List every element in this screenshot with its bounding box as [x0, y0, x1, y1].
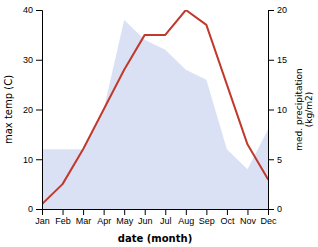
tick-label: Jun	[138, 216, 153, 226]
y-axis: 0 10 20 30 40	[23, 5, 43, 214]
tick-mark	[268, 10, 274, 11]
tick: Apr	[97, 209, 111, 226]
tick-mark	[268, 209, 274, 210]
tick-label: Dec	[260, 216, 277, 226]
tick-label: 0	[277, 204, 282, 214]
tick-mark	[268, 159, 274, 160]
tick: Oct	[220, 209, 235, 226]
y2-label: med. precipitation(kg/m2)	[294, 68, 314, 150]
tick-label: 15	[277, 55, 287, 65]
tick: 10	[268, 105, 287, 115]
tick: 20	[23, 105, 42, 115]
tick-label: 40	[23, 5, 33, 15]
tick: Jan	[35, 209, 50, 226]
tick-label: 30	[23, 55, 33, 65]
tick: May	[116, 209, 134, 226]
tick-label: 0	[28, 204, 33, 214]
tick-mark	[268, 60, 274, 61]
y2-axis: 0 5 10 15 20	[268, 5, 287, 214]
tick-mark	[36, 159, 42, 160]
tick: Dec	[260, 209, 277, 226]
tick-mark	[165, 209, 166, 215]
tick: 30	[23, 55, 42, 65]
tick-label: 10	[23, 155, 33, 165]
tick-mark	[206, 209, 207, 215]
tick-mark	[186, 209, 187, 215]
precip-area	[42, 20, 268, 209]
tick-label: Aug	[178, 216, 194, 226]
tick-label: Nov	[240, 216, 257, 226]
tick-mark	[104, 209, 105, 215]
tick: 5	[268, 155, 282, 165]
tick-label: May	[116, 216, 134, 226]
tick: 10	[23, 155, 42, 165]
tick-mark	[124, 209, 125, 215]
axis-line	[269, 11, 275, 210]
tick-mark	[36, 60, 42, 61]
tick-mark	[83, 209, 84, 215]
tick: 0	[28, 204, 42, 214]
temp-line	[42, 10, 268, 204]
plot: JanFebMarAprMayJunJulAugSepOctNovDec0102…	[23, 5, 287, 226]
tick-label: Jul	[160, 216, 172, 226]
tick: 40	[23, 5, 42, 15]
tick-label: Oct	[220, 216, 235, 226]
marks	[42, 10, 268, 209]
tick-mark	[227, 209, 228, 215]
chart: JanFebMarAprMayJunJulAugSepOctNovDec0102…	[0, 0, 318, 247]
tick-label: 5	[277, 155, 282, 165]
tick: 15	[268, 55, 287, 65]
tick-mark	[63, 209, 64, 215]
tick: Jun	[138, 209, 153, 226]
tick-label: 20	[23, 105, 33, 115]
tick: 20	[268, 5, 287, 15]
y2-label-line: (kg/m2)	[304, 92, 314, 127]
tick-label: 10	[277, 105, 287, 115]
tick-label: Jan	[35, 216, 50, 226]
tick-mark	[247, 209, 248, 215]
tick: Nov	[240, 209, 257, 226]
tick: Aug	[178, 209, 194, 226]
x-axis: Jan Feb Mar Apr May Jun Jul Aug Sep Oct NovDec	[35, 209, 277, 226]
tick-mark	[36, 209, 42, 210]
axis-line	[36, 11, 43, 210]
axis-line	[43, 210, 269, 216]
tick-label: Feb	[55, 216, 71, 226]
tick-label: 20	[277, 5, 287, 15]
tick-mark	[268, 110, 274, 111]
tick: 0	[268, 204, 282, 214]
tick-label: Sep	[199, 216, 215, 226]
tick-label: Mar	[76, 216, 92, 226]
tick: Sep	[199, 209, 215, 226]
tick-label: Apr	[97, 216, 111, 226]
y-label: max temp (C)	[3, 75, 14, 144]
tick-mark	[36, 110, 42, 111]
tick: Feb	[55, 209, 71, 226]
tick: Jul	[160, 209, 172, 226]
tick-mark	[36, 10, 42, 11]
tick: Mar	[76, 209, 92, 226]
x-label: date (month)	[118, 233, 192, 244]
tick-mark	[145, 209, 146, 215]
y2-label-line: med. precipitation	[294, 68, 304, 150]
